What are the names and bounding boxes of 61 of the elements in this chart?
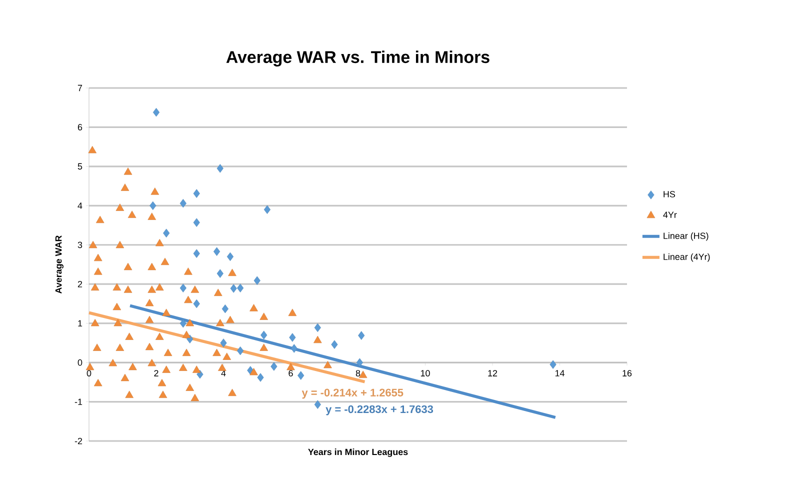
point [289,333,296,342]
point [180,284,186,292]
legend-label: HS [664,191,676,198]
y-tick-label: 2 [78,280,82,288]
annotation: y = -0.2283x + 1.7633 [326,405,434,416]
point [257,373,264,382]
x-tick-label: 2 [154,370,158,376]
point [298,371,304,380]
point [216,269,224,278]
point [216,164,224,173]
point [193,299,200,308]
point [213,247,220,256]
x-tick-label: 16 [622,370,632,376]
legend-label: 4Yr [663,212,677,218]
point [290,344,298,353]
point [356,358,363,367]
y-tick-label: 5 [78,163,82,170]
chart-title: Average WAR vs. Time in Minors [226,50,490,67]
point [180,318,186,328]
point [220,338,227,348]
point [230,284,237,293]
point [180,198,186,208]
point [193,189,200,198]
x-tick-label: 12 [488,370,498,376]
y-tick-label: 1 [78,320,82,326]
legend-label: Linear (4Yr) [664,253,710,262]
point [150,201,156,210]
x-tick-label: 14 [555,370,564,376]
y-tick-label: 6 [78,124,82,130]
point [222,304,228,314]
point [237,284,244,292]
point [163,228,170,238]
point [331,340,338,349]
point [193,218,200,227]
point [193,249,200,258]
point [260,330,268,340]
point [152,108,160,117]
point [314,400,321,409]
y-axis-title: Average WAR [55,235,64,294]
x-tick-label: 8 [356,370,360,376]
y-tick-label: -1 [74,398,82,405]
point [237,346,244,356]
point [550,360,556,369]
y-tick-label: 4 [78,202,82,209]
y-tick-label: 0 [78,359,82,366]
legend-label: Linear (HS) [664,232,708,241]
point [270,362,278,371]
y-tick-label: 3 [78,242,82,248]
y-tick-label: -2 [74,438,82,444]
x-tick-label: 6 [288,370,293,376]
annotation: y = -0.214x + 1.2655 [302,388,404,399]
y-tick-label: 7 [78,84,82,92]
x-axis-title: Years in Minor Leagues [308,448,408,457]
point [264,205,271,214]
x-tick-label: 0 [86,370,92,376]
point [314,323,321,332]
point [254,276,260,285]
x-tick-label: 4 [221,370,226,376]
x-tick-label: 10 [420,370,430,376]
point [358,331,365,340]
point [226,252,234,262]
